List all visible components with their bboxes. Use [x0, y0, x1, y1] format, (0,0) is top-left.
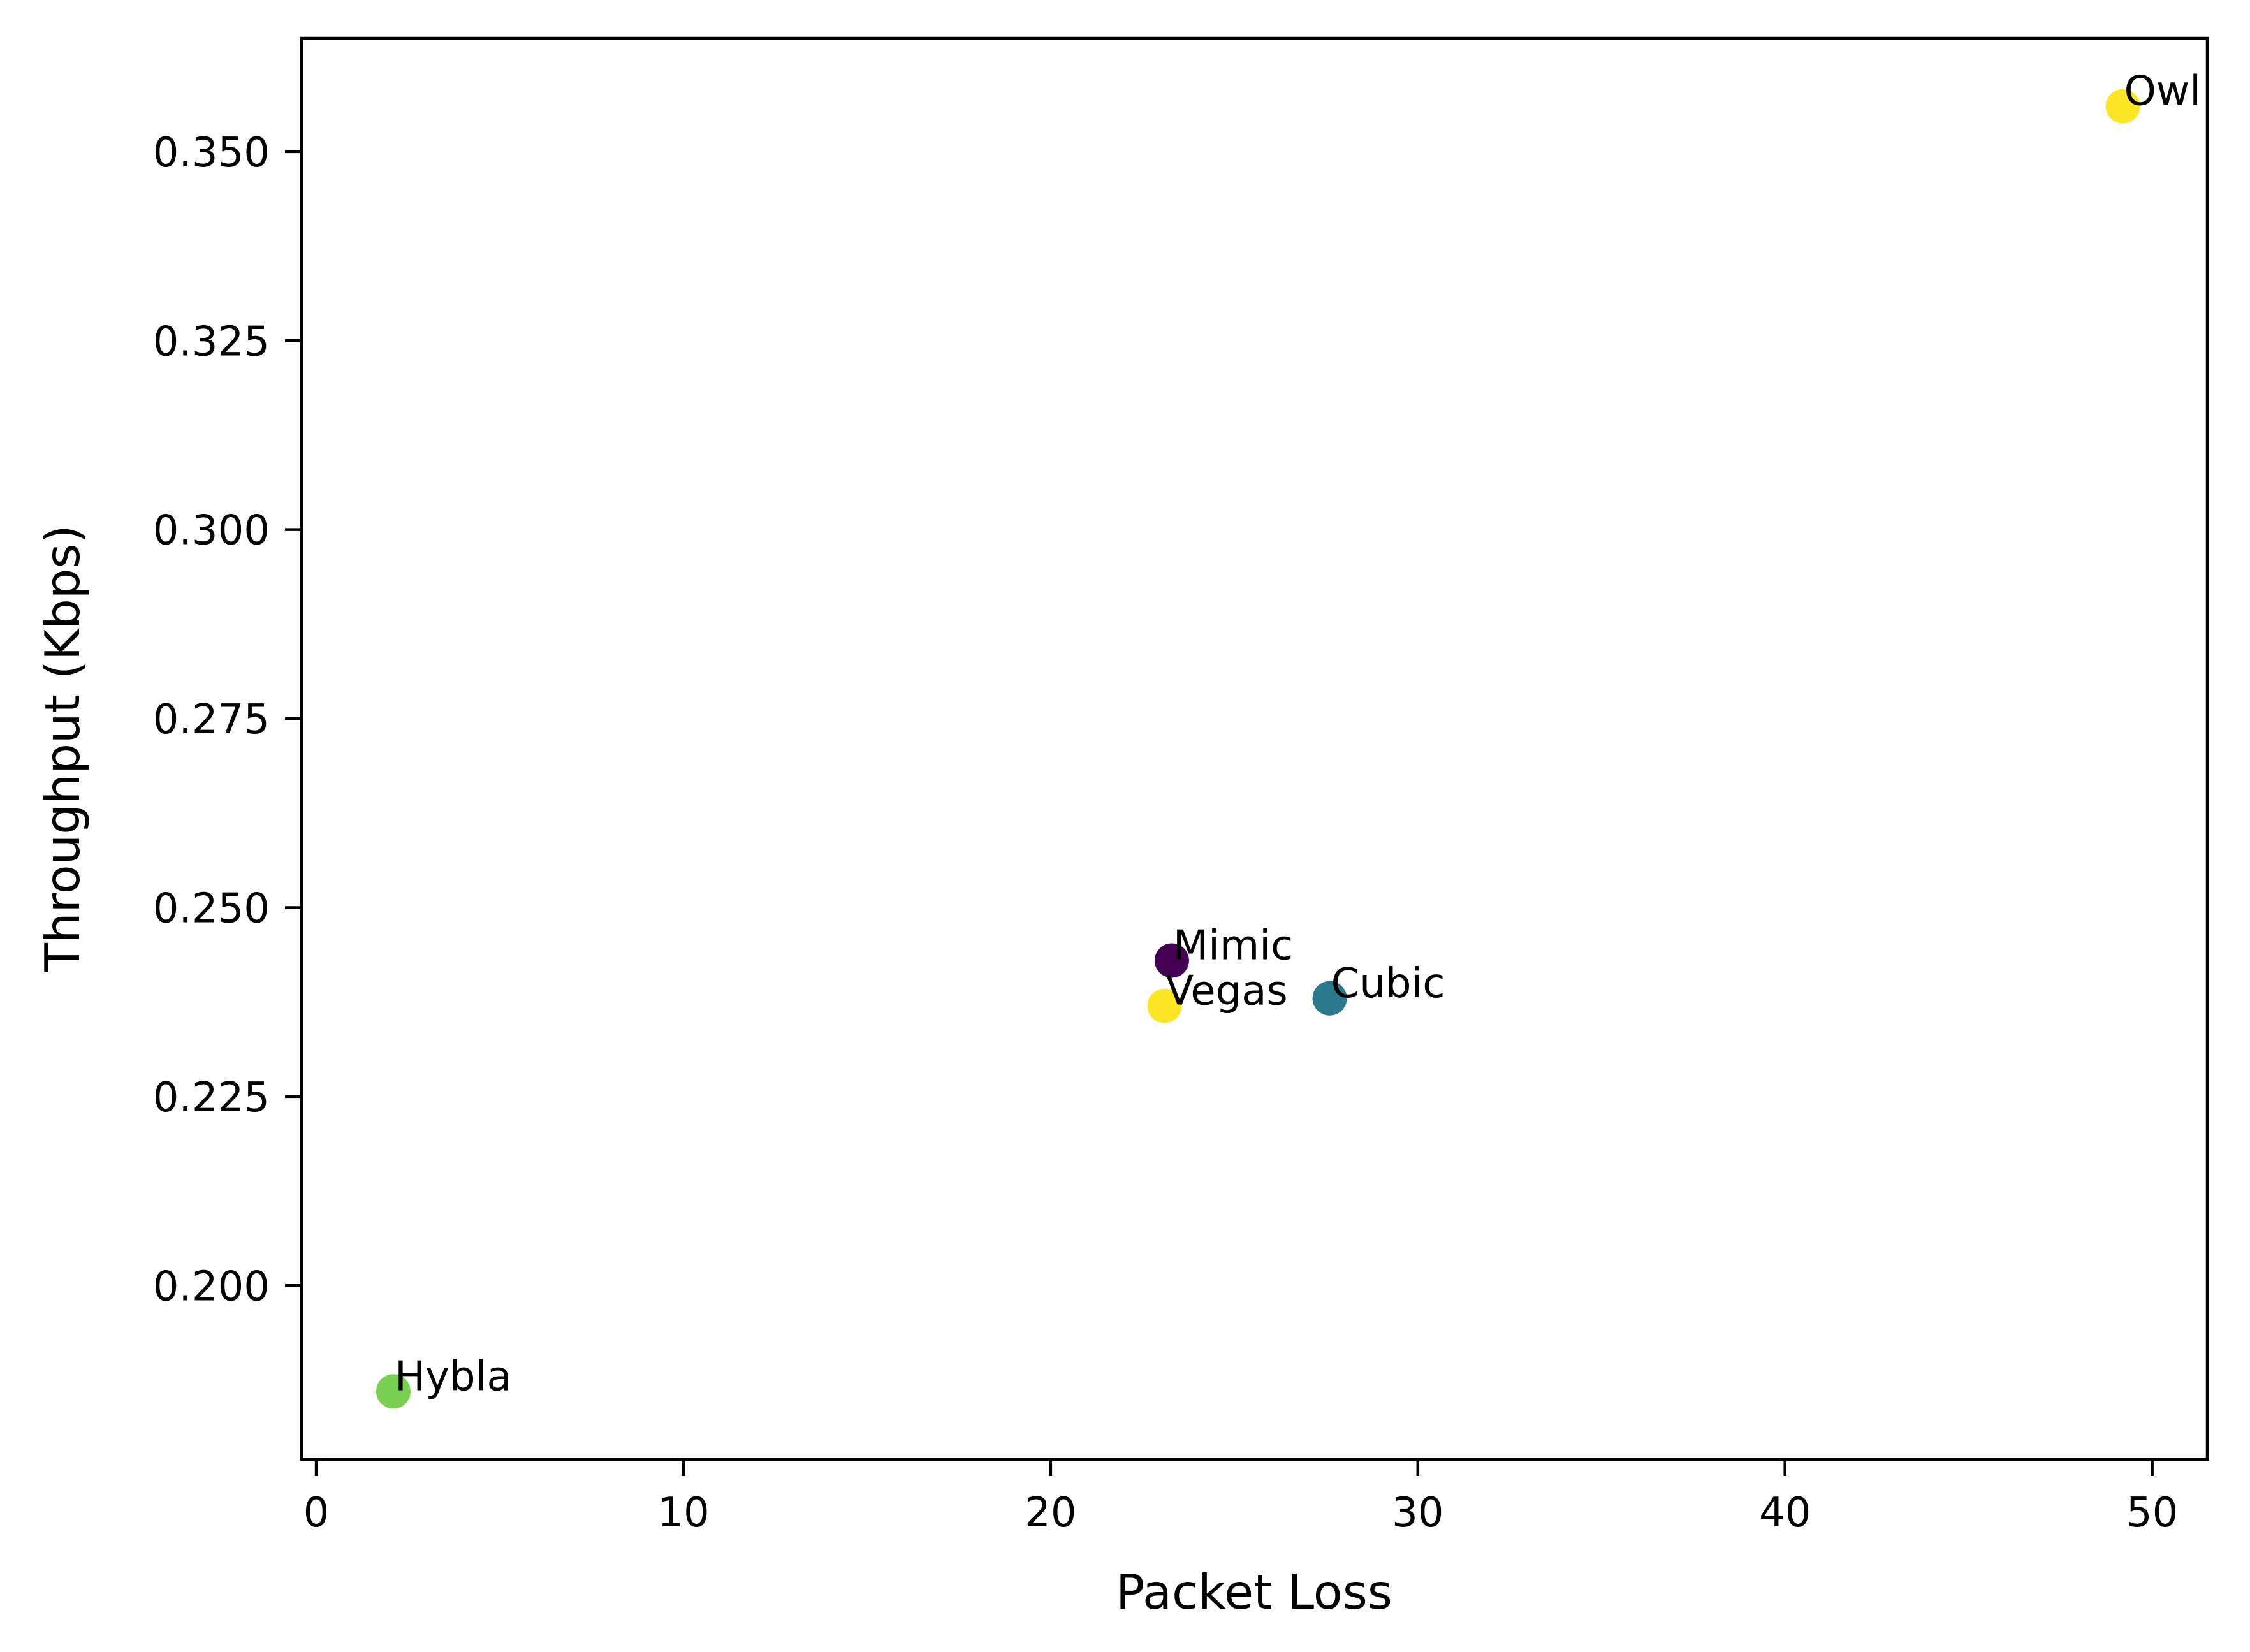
y-tick-label: 0.275	[153, 696, 270, 743]
data-point-vegas	[1147, 988, 1182, 1023]
x-tick-label: 40	[1759, 1489, 1811, 1537]
x-axis-label: Packet Loss	[1116, 1564, 1392, 1620]
x-tick-label: 10	[657, 1489, 709, 1537]
x-tick-label: 20	[1025, 1489, 1076, 1537]
point-label-vegas: Vegas	[1165, 968, 1287, 1015]
point-label-hybla: Hybla	[395, 1353, 512, 1400]
data-points	[376, 89, 2140, 1409]
x-axis: 0 10 20 30 40 50	[303, 1459, 2178, 1537]
data-point-cubic	[1312, 981, 1347, 1016]
point-label-owl: Owl	[2124, 68, 2202, 115]
data-point-hybla	[376, 1374, 411, 1409]
point-label-mimic: Mimic	[1173, 922, 1293, 969]
plot-area-frame	[300, 36, 2209, 1461]
y-tick-label: 0.350	[153, 129, 270, 177]
y-tick-label: 0.300	[153, 508, 270, 555]
y-tick-label: 0.250	[153, 885, 270, 932]
x-tick-label: 30	[1392, 1489, 1443, 1537]
y-axis: 0.200 0.225 0.250 0.275 0.300 0.325 0.350	[153, 129, 302, 1310]
x-tick-label: 50	[2126, 1489, 2178, 1537]
data-point-mimic	[1154, 943, 1189, 978]
y-axis-label: Throughput (Kbps)	[34, 525, 91, 972]
y-tick-label: 0.225	[153, 1074, 270, 1122]
y-tick-label: 0.325	[153, 318, 270, 365]
point-label-cubic: Cubic	[1331, 960, 1445, 1007]
data-point-owl	[2105, 89, 2140, 124]
y-tick-label: 0.200	[153, 1263, 270, 1310]
x-tick-label: 0	[303, 1489, 330, 1537]
